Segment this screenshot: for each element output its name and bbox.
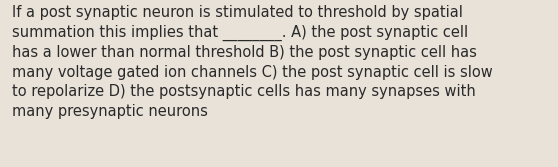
Text: If a post synaptic neuron is stimulated to threshold by spatial
summation this i: If a post synaptic neuron is stimulated … [12, 5, 493, 119]
